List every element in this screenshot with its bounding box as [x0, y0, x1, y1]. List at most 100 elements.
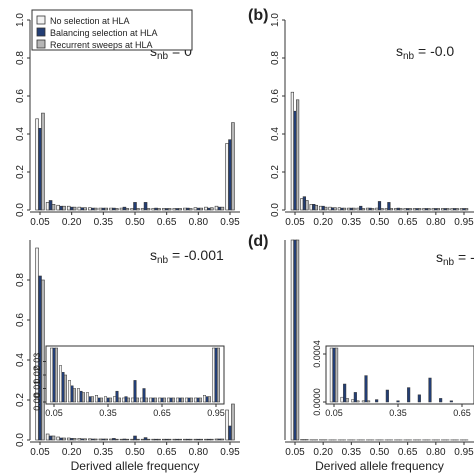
bar-a-1-5: [91, 207, 95, 211]
bar-c-2-1: [51, 435, 56, 441]
inset-bar-c-1-0: [52, 347, 56, 403]
bar-b-1-3: [321, 205, 325, 211]
bar-c-1-18: [228, 425, 232, 441]
bar-b-2-14: [427, 208, 431, 211]
bar-b-1-16: [443, 208, 447, 211]
bar-a-2-9: [136, 208, 140, 211]
y-tick-label: 0.8: [15, 273, 26, 287]
bar-b-2-16: [446, 208, 450, 211]
inset-bar-c-0-3: [77, 388, 80, 403]
bar-a-0-5: [88, 207, 92, 211]
bar-a-0-18: [225, 143, 229, 211]
inset-x-tick-label: 0.05: [45, 408, 63, 418]
inset-bar-c-2-6: [109, 397, 112, 403]
legend-swatch-1: [36, 27, 46, 37]
inset-bar-c-0-5: [95, 395, 98, 403]
bar-a-2-5: [93, 207, 98, 211]
bar-a-2-2: [62, 205, 66, 211]
bar-b-1-4: [330, 207, 335, 211]
bar-a-0-1: [45, 202, 50, 211]
legend: No selection at HLA Balancing selection a…: [31, 9, 193, 51]
bar-c-1-12: [164, 438, 169, 441]
bar-a-1-7: [112, 207, 116, 211]
inset-bar-c-2-14: [181, 397, 184, 403]
bar-d-0-0: [290, 239, 294, 441]
inset-bar-c-0-4: [86, 392, 89, 403]
bar-b-2-18: [465, 208, 469, 211]
bar-a-2-18: [231, 122, 235, 211]
inset-bar-c-1-10: [142, 388, 146, 403]
x-tick-label: 0.05: [30, 447, 50, 458]
x-tick-label: 0.35: [94, 217, 114, 228]
inset-x-tick-label: 0.05: [325, 408, 343, 418]
bar-b-2-0: [296, 99, 300, 211]
bar-b-2-1: [305, 200, 309, 211]
inset-bar-d-1-6: [396, 400, 400, 403]
bar-c-2-13: [178, 438, 182, 441]
bar-c-2-3: [72, 438, 77, 441]
inset-y-tick-label: 0.02: [32, 366, 42, 384]
bar-a-2-15: [199, 207, 204, 211]
bar-a-1-14: [186, 207, 190, 211]
y-tick-label: 0.4: [270, 127, 281, 141]
x-tick-label: 0.35: [342, 217, 362, 228]
inset-bar-c-0-7: [113, 396, 116, 403]
inset-bar-d-1-8: [417, 394, 421, 403]
bar-b-2-2: [314, 204, 318, 211]
inset-bar-c-0-6: [104, 396, 107, 403]
inset-bar-d-0-3: [361, 400, 365, 403]
inset-bar-d-1-7: [407, 387, 411, 403]
x-tick-label: 0.95: [454, 217, 474, 228]
inset-bar-d-1-2: [353, 392, 357, 403]
bar-c-1-14: [186, 438, 190, 441]
legend-swatch-2: [36, 39, 46, 49]
bar-c-1-16: [207, 438, 211, 441]
bar-b-0-12: [403, 208, 407, 211]
panel-d: 0.05 0.20 0.35 0.50 0.65 0.80 0.95 snb = - (d) De…: [248, 233, 474, 473]
bar-b-1-7: [359, 205, 363, 211]
panel-letter: (d): [248, 233, 268, 250]
bar-b-2-6: [352, 207, 356, 211]
x-tick-label: 0.80: [426, 217, 446, 228]
inset-bar-c-1-2: [70, 385, 74, 403]
bar-c-1-4: [80, 438, 84, 441]
bar-a-2-8: [125, 208, 130, 211]
bar-b-2-3: [324, 206, 328, 211]
bar-c-0-6: [98, 438, 103, 441]
bar-a-1-17: [217, 206, 222, 211]
bar-b-1-18: [462, 208, 466, 211]
inset-bar-c-0-0: [50, 347, 53, 403]
inset-x-tick-label: 0.35: [99, 408, 117, 418]
inset-x-tick-label: 0.35: [389, 408, 407, 418]
inset-bar-c-2-9: [136, 397, 139, 403]
x-tick-label: 0.50: [370, 447, 390, 458]
bar-b-1-5: [340, 207, 344, 211]
bar-b-1-11: [396, 207, 400, 211]
panel-annotation: snb = -0.001: [150, 247, 224, 266]
inset-bar-c-2-15: [190, 397, 193, 403]
bar-c-2-12: [167, 438, 172, 441]
bar-a-1-16: [207, 207, 211, 211]
bar-a-0-13: [172, 208, 177, 211]
inset-x-tick-label: 0.95: [207, 408, 225, 418]
y-tick-label: 0.4: [15, 127, 26, 141]
bar-b-2-8: [371, 208, 375, 211]
bar-a-0-2: [56, 204, 60, 211]
bar-c-0-10: [140, 438, 145, 441]
panel-letter: (b): [248, 7, 268, 24]
bar-c-2-9: [136, 438, 140, 441]
inset-bar-c-0-10: [140, 397, 143, 403]
inset-bar-c-2-16: [199, 397, 202, 403]
bar-c-2-10: [146, 438, 151, 441]
inset-bar-c-0-14: [176, 397, 179, 403]
bar-a-0-0: [35, 118, 39, 211]
bar-a-0-7: [109, 207, 113, 211]
bar-a-0-17: [214, 205, 219, 211]
inset-frame: [325, 345, 474, 405]
bar-a-0-9: [130, 208, 134, 211]
inset-y-tick-label: 0.03: [32, 353, 42, 371]
bar-a-0-10: [140, 208, 145, 211]
inset-bar-c-2-18: [217, 347, 220, 403]
bar-c-2-6: [104, 438, 109, 441]
inset-bar-c-1-16: [196, 397, 200, 403]
